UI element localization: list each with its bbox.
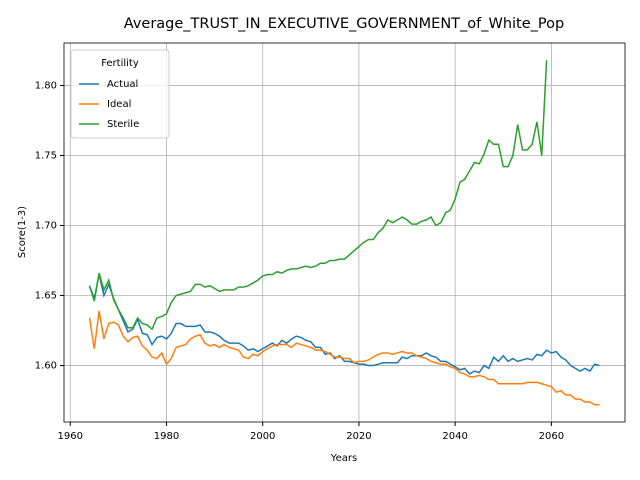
legend-label: Ideal bbox=[107, 99, 131, 110]
y-tick-label: 1.65 bbox=[35, 291, 57, 302]
legend-title: Fertility bbox=[101, 58, 139, 69]
plot-frame bbox=[63, 42, 626, 423]
legend-label: Sterile bbox=[107, 119, 139, 130]
x-tick-label: 2040 bbox=[442, 431, 467, 442]
series-line bbox=[88, 274, 600, 375]
legend-box bbox=[70, 49, 170, 139]
y-tick-label: 1.80 bbox=[35, 80, 57, 91]
x-tick-label: 1960 bbox=[58, 431, 83, 442]
y-tick-label: 1.60 bbox=[35, 361, 57, 372]
x-tick-label: 1980 bbox=[154, 431, 179, 442]
chart-title: Average_TRUST_IN_EXECUTIVE_GOVERNMENT_of… bbox=[124, 16, 564, 32]
x-tick-label: 2000 bbox=[250, 431, 275, 442]
series-line bbox=[88, 310, 600, 406]
y-axis-label: Score(1-3) bbox=[17, 206, 28, 258]
x-tick-label: 2060 bbox=[539, 431, 564, 442]
x-axis-label: Years bbox=[330, 453, 357, 464]
y-tick-label: 1.75 bbox=[35, 150, 57, 161]
x-tick-label: 2020 bbox=[346, 431, 371, 442]
y-tick-label: 1.70 bbox=[35, 220, 57, 231]
series-line bbox=[88, 60, 548, 331]
legend-label: Actual bbox=[107, 79, 138, 90]
